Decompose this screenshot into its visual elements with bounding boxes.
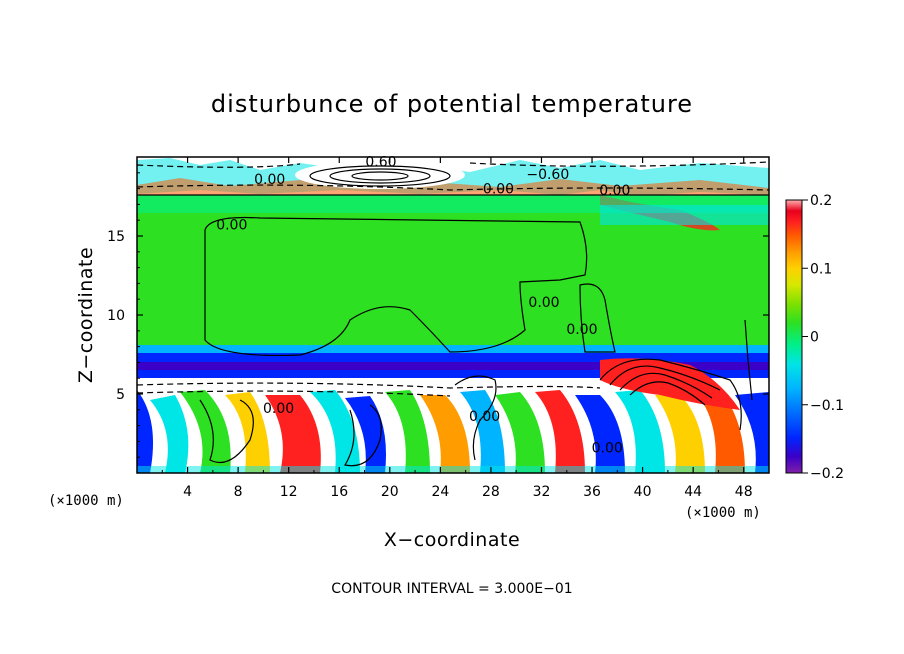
contour-labels: 0.60 0.00 0.00 −0.60 0.00 0.00 0.00 0.00 0.00 0.0…: [216, 154, 630, 456]
x-tick-label: 32: [533, 484, 551, 500]
x-unit-left: (×1000 m): [48, 493, 124, 509]
x-unit-right: (×1000 m): [685, 505, 761, 521]
colorbar-tick-label: −0.2: [810, 466, 844, 482]
contour-label: 0.00: [469, 409, 500, 425]
field-lower-blobs: [137, 358, 769, 473]
x-tick-label: 12: [280, 484, 298, 500]
contour-interval: CONTOUR INTERVAL = 3.000E−01: [331, 581, 572, 597]
contour-label: 0.00: [216, 218, 247, 234]
x-tick-label: 4: [183, 484, 192, 500]
field-cyan-strip-right: [600, 205, 769, 225]
colorbar-tick-label: 0.1: [810, 261, 832, 277]
chart-title: disturbunce of potential temperature: [211, 90, 693, 118]
x-tick-label: 20: [381, 484, 399, 500]
x-tick-label: 48: [735, 484, 753, 500]
contour-label: 0.00: [263, 401, 294, 417]
contour-label: 0.00: [254, 172, 285, 188]
field-bottom-strip: [137, 466, 769, 473]
field-cyan-band: [137, 345, 769, 353]
colorbar-tick-label: 0: [810, 330, 819, 346]
y-axis: 5 10 15: [107, 172, 769, 458]
colorbar-ticks: 0.2 0.1 0 −0.1 −0.2: [802, 193, 844, 482]
y-tick-label: 15: [107, 229, 125, 245]
contour-label: 0.00: [599, 183, 630, 199]
plot-area: [137, 157, 769, 473]
contour-label: 0.00: [528, 295, 559, 311]
y-tick-label: 5: [116, 387, 125, 403]
x-tick-label: 36: [583, 484, 601, 500]
x-tick-label: 16: [330, 484, 348, 500]
colorbar-gradient: [785, 199, 803, 474]
y-tick-label: 10: [107, 308, 125, 324]
contour-label: 0.00: [592, 440, 623, 456]
colorbar-tick-label: −0.1: [810, 398, 844, 414]
x-tick-label: 28: [482, 484, 500, 500]
contours: [137, 161, 769, 467]
colorbar: 0.2 0.1 0 −0.1 −0.2: [785, 193, 844, 482]
field-upper-red: [137, 178, 769, 195]
colorbar-tick-label: 0.2: [810, 193, 832, 209]
y-axis-label: Z−coordinate: [75, 247, 97, 383]
x-tick-label: 24: [431, 484, 449, 500]
x-axis: 4 8 12 16 20 24 28 32 36 40 44 48: [161, 157, 753, 500]
contour-label: 0.00: [483, 181, 514, 197]
contour-label: 0.60: [365, 154, 396, 170]
field-purple-band: [137, 362, 769, 370]
x-tick-label: 40: [634, 484, 652, 500]
contour-label: −0.60: [526, 167, 569, 183]
x-axis-label: X−coordinate: [384, 529, 520, 551]
x-tick-label: 44: [684, 484, 702, 500]
contour-label: 0.00: [566, 322, 597, 338]
x-tick-label: 8: [234, 484, 243, 500]
